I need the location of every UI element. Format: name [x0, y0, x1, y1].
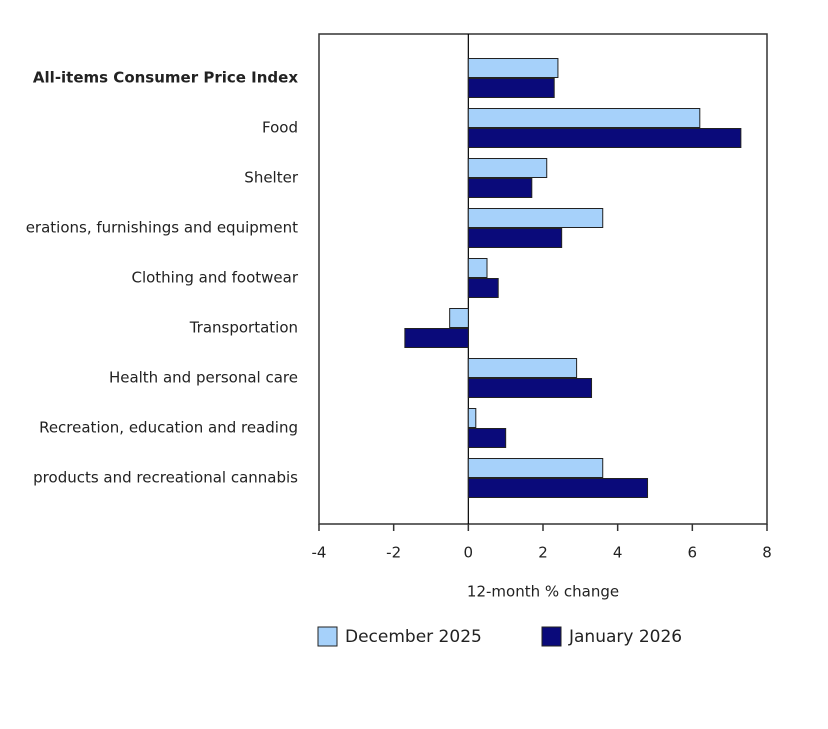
bar — [467, 258, 488, 278]
bar — [467, 378, 593, 398]
y-tick-label: Transportation — [189, 319, 298, 337]
x-tick-label: 8 — [762, 544, 772, 562]
bar — [467, 478, 649, 498]
plot-frame — [318, 33, 768, 525]
bar — [467, 458, 604, 478]
bar — [467, 108, 701, 128]
bar — [467, 78, 555, 98]
bar — [467, 178, 533, 198]
bar — [404, 328, 469, 348]
y-tick-label: Shelter — [244, 169, 299, 187]
legend-swatch — [541, 626, 562, 647]
bar — [467, 428, 507, 448]
x-tick-label: 0 — [464, 544, 474, 562]
bar — [467, 58, 559, 78]
bar — [467, 228, 563, 248]
y-tick-label: products and recreational cannabis — [33, 469, 298, 487]
legend-label: December 2025 — [345, 627, 482, 647]
bar — [467, 128, 742, 148]
legend-label: January 2026 — [568, 627, 682, 647]
x-tick-label: 2 — [538, 544, 548, 562]
bar — [467, 408, 477, 428]
x-axis-title: 12-month % change — [467, 583, 619, 601]
legend-swatch — [317, 626, 338, 647]
x-tick-label: -2 — [386, 544, 401, 562]
y-tick-label: Food — [262, 119, 298, 137]
x-tick-label: -4 — [312, 544, 327, 562]
y-tick-label: All-items Consumer Price Index — [33, 69, 298, 87]
y-tick-label: Health and personal care — [109, 369, 298, 387]
bar — [449, 308, 469, 328]
bar — [467, 158, 548, 178]
bar — [467, 208, 604, 228]
x-tick-label: 4 — [613, 544, 623, 562]
y-tick-label: Clothing and footwear — [131, 269, 298, 287]
y-tick-label: erations, furnishings and equipment — [26, 219, 298, 237]
x-tick-label: 6 — [688, 544, 698, 562]
y-tick-label: Recreation, education and reading — [39, 419, 298, 437]
bar — [467, 278, 499, 298]
bar — [467, 358, 578, 378]
